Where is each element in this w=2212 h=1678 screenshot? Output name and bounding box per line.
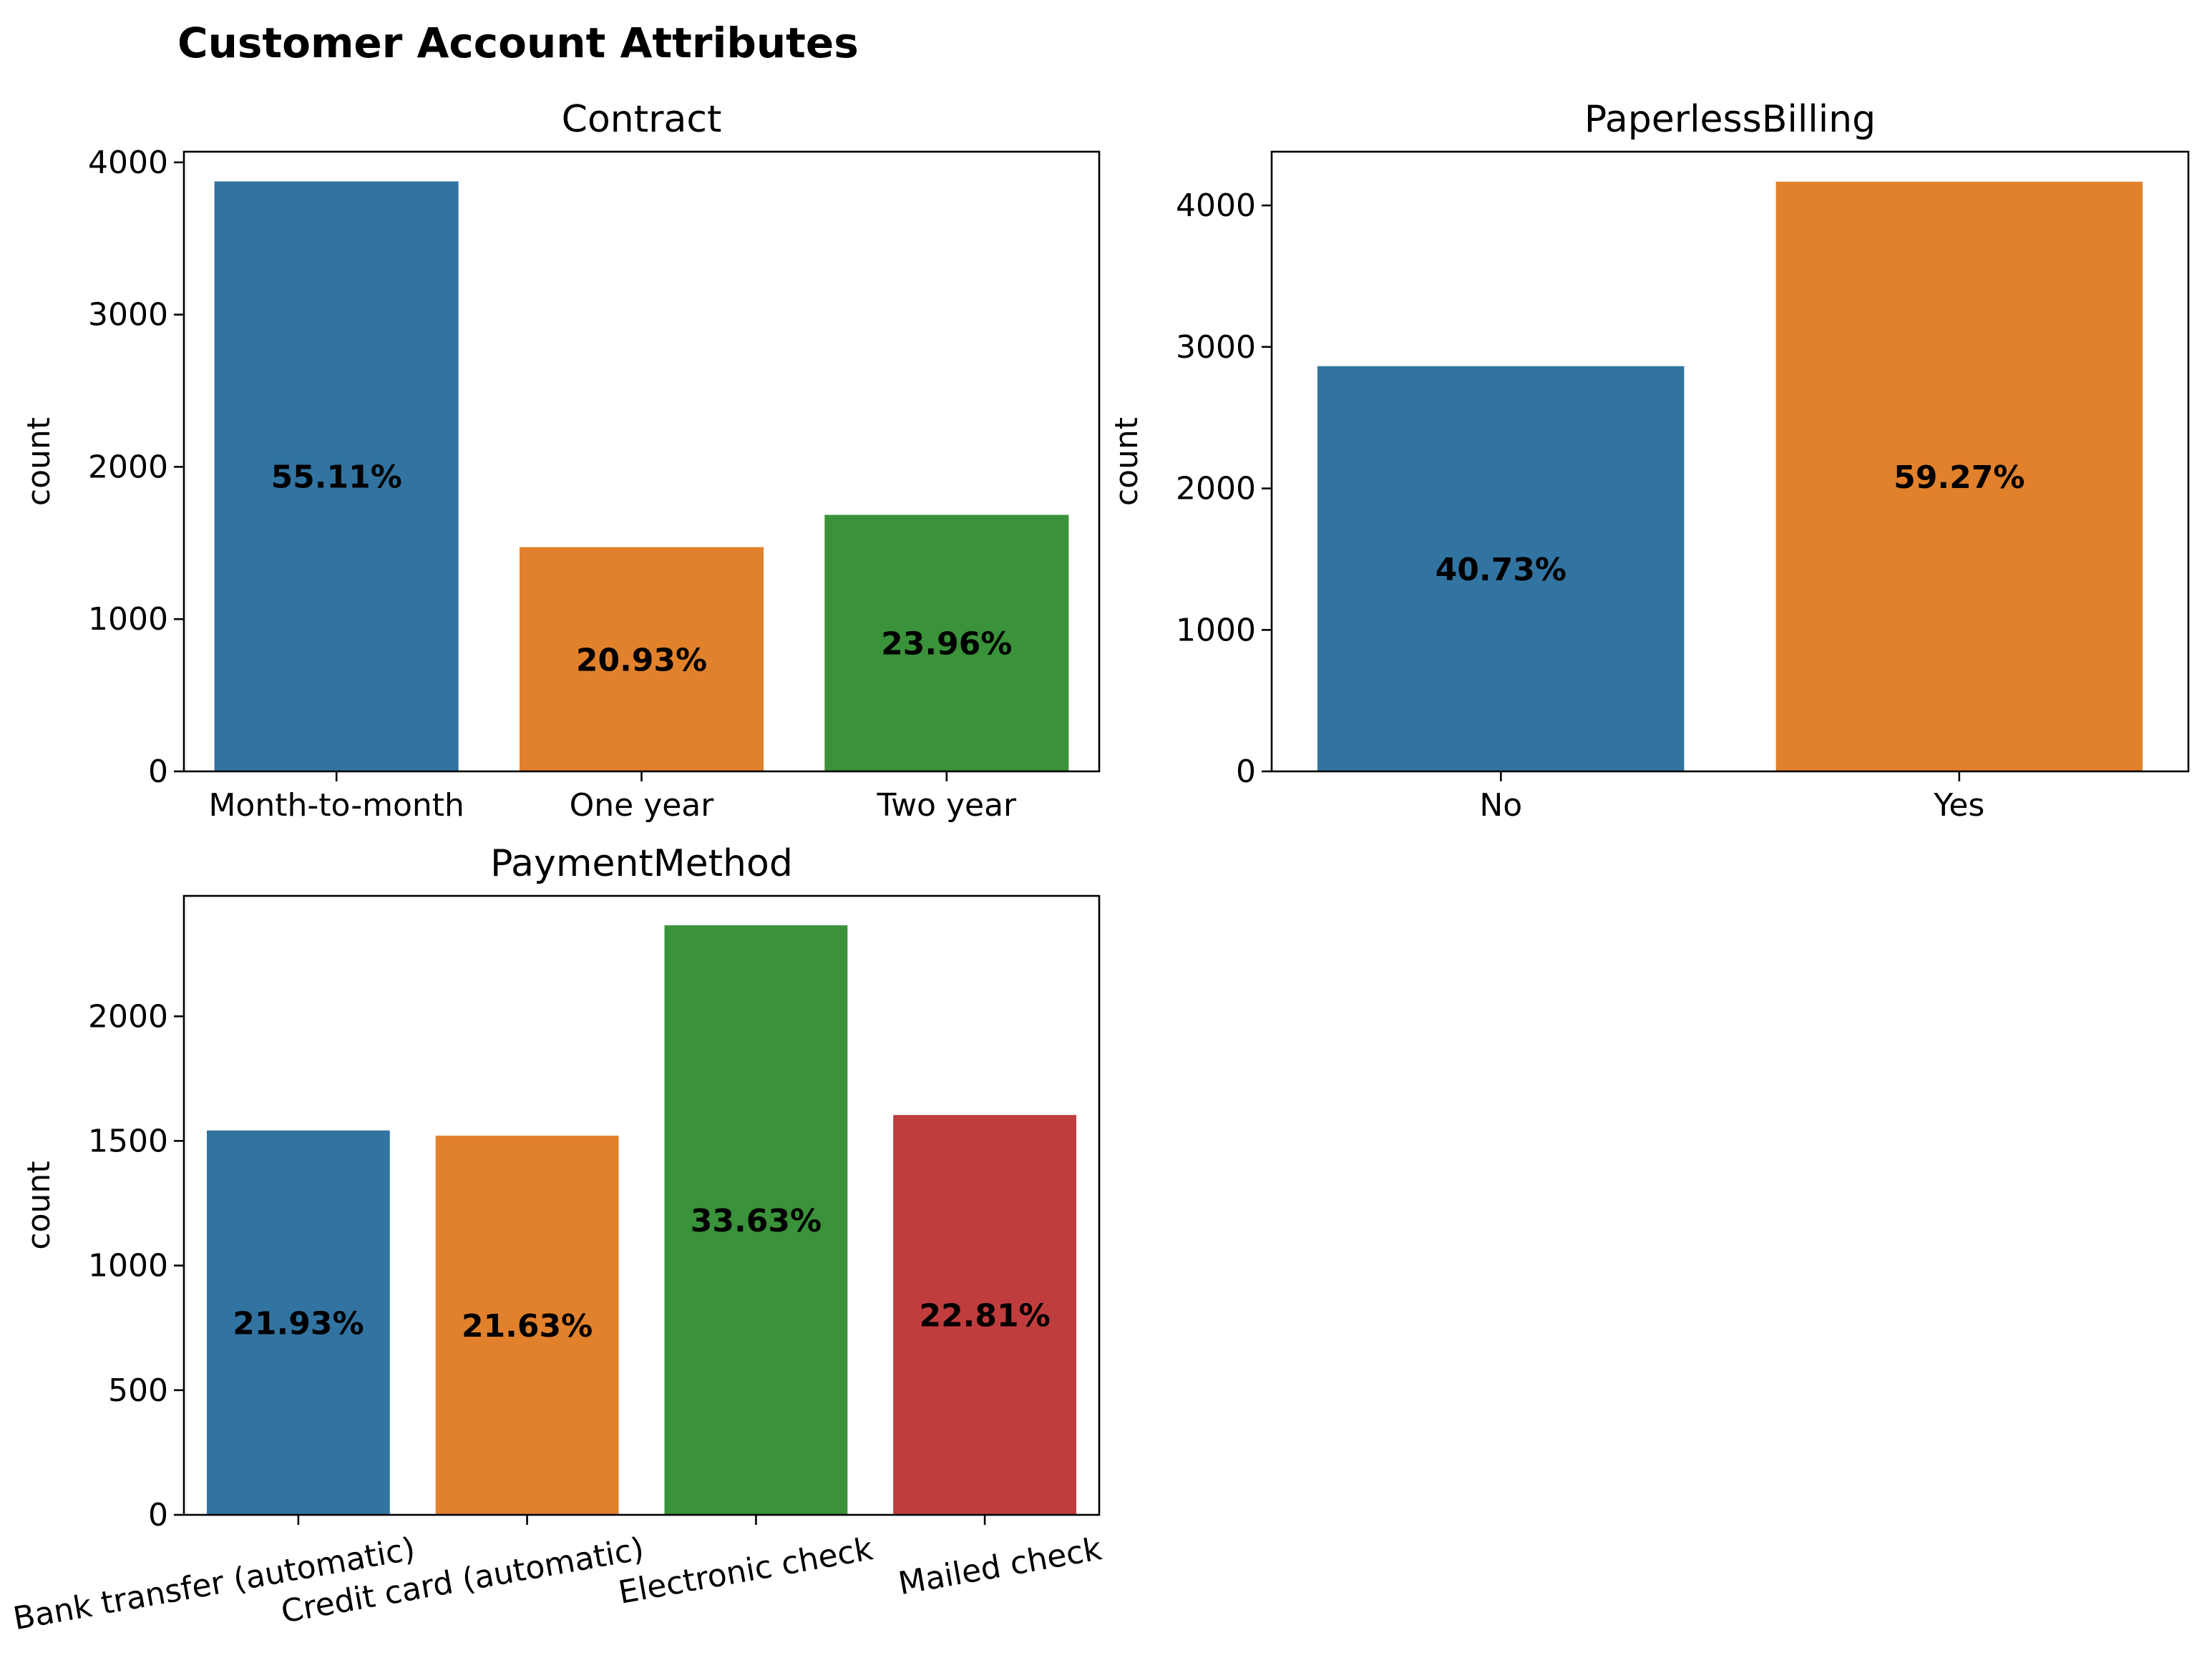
bar-two-year <box>824 514 1069 771</box>
bar-percent-label: 23.96% <box>881 626 1012 663</box>
axes-title: PaymentMethod <box>490 842 793 885</box>
y-tick-label: 1500 <box>88 1123 168 1159</box>
bar-yes <box>1775 181 2143 771</box>
bar-electronic-check <box>664 925 848 1515</box>
y-tick-label: 2000 <box>1176 471 1256 507</box>
axes-title: PaperlessBilling <box>1584 98 1876 141</box>
y-tick-label: 2000 <box>88 998 168 1035</box>
bar-no <box>1317 366 1685 771</box>
y-tick-label: 1000 <box>88 601 168 638</box>
bar-percent-label: 59.27% <box>1894 459 2025 496</box>
bar-month-to-month <box>214 181 459 771</box>
y-tick-label: 0 <box>1236 753 1256 790</box>
figure-suptitle: Customer Account Attributes <box>177 19 859 67</box>
y-axis-label: count <box>21 1161 57 1249</box>
axes-title: Contract <box>562 98 722 141</box>
bar-percent-label: 20.93% <box>576 642 707 678</box>
y-tick-label: 3000 <box>1176 329 1256 366</box>
bar-percent-label: 22.81% <box>919 1298 1050 1335</box>
bar-percent-label: 40.73% <box>1436 552 1567 588</box>
axes-frame <box>182 150 1101 773</box>
y-tick-label: 2000 <box>88 449 168 485</box>
y-axis-label: count <box>1109 417 1145 506</box>
y-tick-label: 4000 <box>1176 187 1256 224</box>
bar-percent-label: 21.93% <box>233 1305 364 1342</box>
subplot-grid: 55.11% Month-to-month 20.93% One year 23.96%… <box>11 98 2190 1637</box>
y-tick-label: 0 <box>148 753 168 790</box>
bar-percent-label: 55.11% <box>271 459 402 496</box>
x-tick-label: No <box>1479 787 1522 824</box>
bar-percent-label: 33.63% <box>691 1203 822 1239</box>
x-tick-label: Two year <box>876 787 1017 824</box>
axes-frame <box>182 894 1101 1516</box>
x-tick-label: Month-to-month <box>208 787 464 824</box>
x-tick-label: One year <box>570 787 715 824</box>
y-tick-label: 1000 <box>88 1248 168 1284</box>
subplot-paperlessbilling: 40.73% No 59.27% Yes 0 1000 2000 3000 4000 Paperl… <box>1109 98 2190 824</box>
subplot-paymentmethod: 21.93%Bank transfer (automatic)21.63%Cre… <box>11 842 1105 1637</box>
y-tick-label: 500 <box>108 1372 168 1409</box>
x-tick-label: Yes <box>1933 787 1984 824</box>
bar-percent-label: 21.63% <box>462 1308 593 1345</box>
y-tick-label: 0 <box>148 1497 168 1533</box>
bar-credit-card-automatic- <box>435 1136 619 1515</box>
bar-bank-transfer-automatic- <box>207 1130 390 1515</box>
bar-one-year <box>520 547 764 771</box>
bar-mailed-check <box>893 1115 1076 1515</box>
subplot-contract: 55.11% Month-to-month 20.93% One year 23.96%… <box>21 98 1101 824</box>
y-axis-label: count <box>21 417 57 506</box>
y-tick-label: 4000 <box>88 145 168 181</box>
y-tick-label: 1000 <box>1176 612 1256 648</box>
y-tick-label: 3000 <box>88 297 168 333</box>
axes-frame <box>1270 150 2190 773</box>
